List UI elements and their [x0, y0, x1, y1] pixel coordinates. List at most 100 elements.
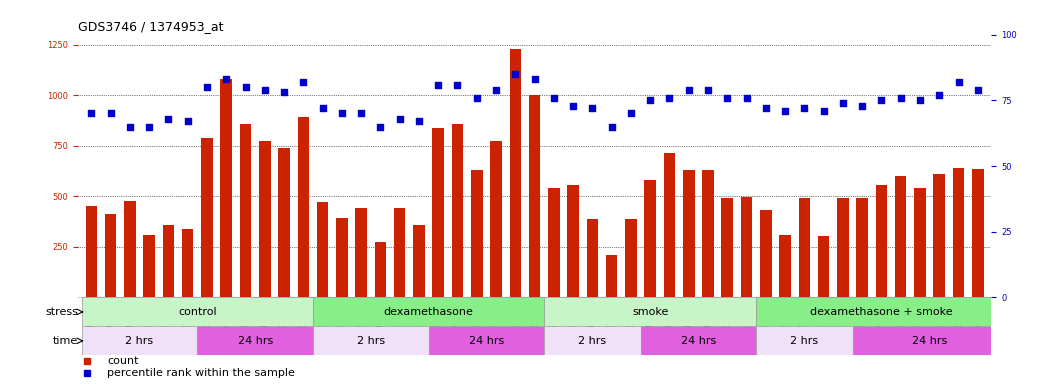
- Bar: [220, 79, 233, 298]
- Bar: [741, 197, 753, 298]
- Text: 24 hrs: 24 hrs: [912, 336, 948, 346]
- Bar: [703, 170, 714, 298]
- Point: [372, 124, 388, 130]
- Text: count: count: [107, 356, 139, 366]
- Bar: [544, 298, 757, 326]
- Bar: [544, 326, 640, 355]
- Bar: [471, 170, 483, 298]
- Point: [238, 84, 254, 90]
- Bar: [393, 209, 406, 298]
- Text: percentile rank within the sample: percentile rank within the sample: [107, 368, 295, 378]
- Point: [815, 108, 831, 114]
- Bar: [240, 124, 251, 298]
- Point: [641, 97, 658, 103]
- Point: [411, 118, 428, 124]
- Bar: [895, 176, 906, 298]
- Point: [796, 105, 813, 111]
- Bar: [355, 209, 366, 298]
- Text: 24 hrs: 24 hrs: [469, 336, 504, 346]
- Bar: [645, 180, 656, 298]
- Bar: [278, 148, 290, 298]
- Text: time: time: [53, 336, 78, 346]
- Bar: [82, 326, 197, 355]
- Text: 24 hrs: 24 hrs: [681, 336, 716, 346]
- Bar: [510, 49, 521, 298]
- Bar: [429, 326, 544, 355]
- Text: 2 hrs: 2 hrs: [357, 336, 385, 346]
- Bar: [837, 199, 849, 298]
- Point: [758, 105, 774, 111]
- Point: [584, 105, 601, 111]
- Point: [430, 81, 446, 88]
- Point: [911, 97, 928, 103]
- Text: control: control: [177, 307, 217, 317]
- Bar: [780, 235, 791, 298]
- Bar: [757, 326, 852, 355]
- Point: [719, 94, 736, 101]
- Bar: [663, 153, 676, 298]
- Point: [507, 71, 523, 77]
- Point: [103, 110, 119, 116]
- Point: [835, 100, 851, 106]
- Text: stress: stress: [46, 307, 78, 317]
- Point: [603, 124, 620, 130]
- Point: [776, 108, 793, 114]
- Bar: [336, 218, 348, 298]
- Bar: [852, 326, 1007, 355]
- Bar: [548, 188, 559, 298]
- Point: [276, 89, 293, 96]
- Bar: [312, 298, 544, 326]
- Bar: [298, 118, 309, 298]
- Bar: [760, 210, 771, 298]
- Point: [546, 94, 563, 101]
- Point: [700, 87, 716, 93]
- Bar: [490, 141, 501, 298]
- Point: [295, 79, 311, 85]
- Point: [661, 94, 678, 101]
- Bar: [163, 225, 174, 298]
- Point: [873, 97, 890, 103]
- Bar: [721, 199, 733, 298]
- Text: 24 hrs: 24 hrs: [238, 336, 273, 346]
- Point: [969, 87, 986, 93]
- Bar: [856, 199, 868, 298]
- Bar: [914, 188, 926, 298]
- Point: [218, 76, 235, 82]
- Point: [180, 118, 196, 124]
- Bar: [568, 185, 579, 298]
- Point: [681, 87, 698, 93]
- Bar: [317, 202, 328, 298]
- Bar: [85, 207, 98, 298]
- Bar: [972, 169, 984, 298]
- Bar: [452, 124, 463, 298]
- Bar: [683, 170, 694, 298]
- Bar: [182, 229, 193, 298]
- Text: GDS3746 / 1374953_at: GDS3746 / 1374953_at: [78, 20, 223, 33]
- Point: [738, 94, 755, 101]
- Bar: [105, 214, 116, 298]
- Text: 2 hrs: 2 hrs: [578, 336, 606, 346]
- Point: [141, 124, 158, 130]
- Point: [391, 116, 408, 122]
- Bar: [606, 255, 618, 298]
- Point: [623, 110, 639, 116]
- Bar: [757, 298, 1007, 326]
- Bar: [818, 236, 829, 298]
- Point: [931, 92, 948, 98]
- Point: [83, 110, 100, 116]
- Bar: [528, 95, 541, 298]
- Bar: [143, 235, 155, 298]
- Text: smoke: smoke: [632, 307, 668, 317]
- Point: [198, 84, 215, 90]
- Bar: [933, 174, 945, 298]
- Point: [488, 87, 504, 93]
- Bar: [625, 218, 636, 298]
- Bar: [82, 298, 312, 326]
- Point: [893, 94, 909, 101]
- Point: [353, 110, 370, 116]
- Bar: [260, 141, 271, 298]
- Point: [333, 110, 350, 116]
- Point: [160, 116, 176, 122]
- Bar: [312, 326, 429, 355]
- Bar: [953, 168, 964, 298]
